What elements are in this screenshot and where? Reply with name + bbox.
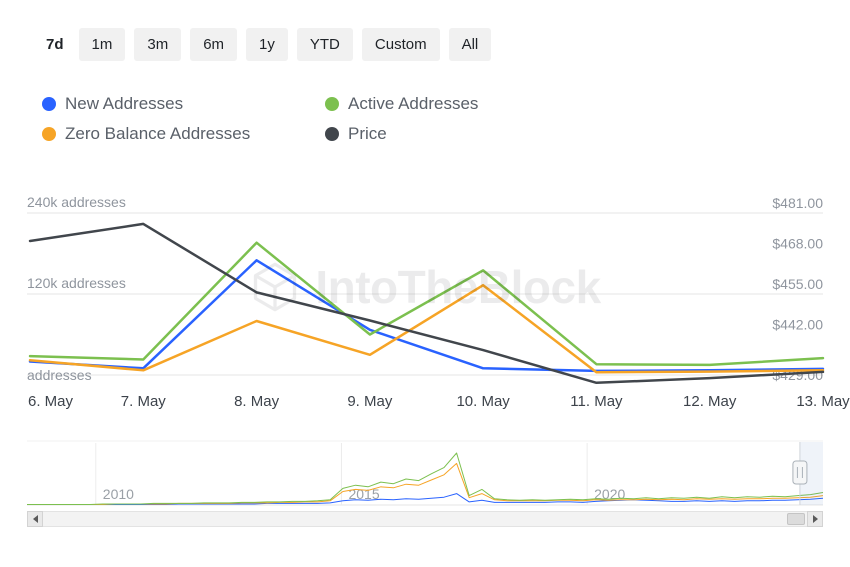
main-chart-svg[interactable]: 240k addresses 120k addresses addresses $48… bbox=[0, 188, 850, 420]
navigator-year-label: 2015 bbox=[348, 486, 379, 502]
scrollbar-thumb[interactable] bbox=[787, 513, 805, 525]
y-axis-label-left: 120k addresses bbox=[27, 275, 126, 291]
range-selector: 7d 1m 3m 6m 1y YTD Custom All bbox=[40, 28, 492, 61]
y-axis-label-right: $468.00 bbox=[772, 236, 823, 252]
scrollbar-right-button[interactable] bbox=[807, 511, 823, 527]
scrollbar-left-button[interactable] bbox=[27, 511, 43, 527]
legend-label: Zero Balance Addresses bbox=[65, 124, 251, 143]
scroll-right-icon bbox=[812, 515, 818, 523]
x-axis-label: 12. May bbox=[683, 393, 737, 410]
legend-label: Active Addresses bbox=[348, 94, 479, 113]
scrollbar bbox=[27, 511, 823, 527]
legend-label: New Addresses bbox=[65, 94, 184, 113]
scrollbar-track[interactable] bbox=[43, 511, 807, 527]
legend-marker-zero-balance-addresses bbox=[42, 127, 56, 141]
range-button-ytd[interactable]: YTD bbox=[296, 28, 353, 61]
y-axis-label-left: 240k addresses bbox=[27, 194, 126, 210]
legend-marker-price bbox=[325, 127, 339, 141]
x-axis-label: 13. May bbox=[796, 393, 850, 410]
legend-item-new-addresses[interactable]: New Addresses bbox=[42, 94, 325, 114]
x-axis-label: 10. May bbox=[456, 393, 510, 410]
x-axis-label: 6. May bbox=[28, 393, 74, 410]
range-button-3m[interactable]: 3m bbox=[134, 28, 182, 61]
x-axis-label: 11. May bbox=[570, 393, 623, 410]
main-chart: 240k addresses 120k addresses addresses $48… bbox=[0, 188, 850, 420]
range-button-1m[interactable]: 1m bbox=[78, 28, 126, 61]
navigator-selected-range[interactable] bbox=[799, 442, 823, 505]
range-button-6m[interactable]: 6m bbox=[190, 28, 238, 61]
legend-marker-active-addresses bbox=[325, 97, 339, 111]
legend-item-zero-balance-addresses[interactable]: Zero Balance Addresses bbox=[42, 124, 325, 144]
navigator-handle[interactable] bbox=[792, 460, 808, 485]
legend-item-active-addresses[interactable]: Active Addresses bbox=[325, 94, 478, 114]
x-axis-label: 9. May bbox=[347, 393, 393, 410]
y-axis-label-right: $442.00 bbox=[772, 317, 823, 333]
x-axis-label: 7. May bbox=[121, 393, 167, 410]
y-axis-label-left: addresses bbox=[27, 367, 92, 383]
navigator-year-label: 2010 bbox=[103, 486, 134, 502]
range-button-7d[interactable]: 7d bbox=[40, 28, 70, 61]
navigator-series-active-addresses bbox=[27, 452, 824, 505]
series-line-zero-balance-addresses[interactable] bbox=[28, 283, 825, 374]
series-line-new-addresses[interactable] bbox=[28, 259, 825, 373]
navigator: 2010 2015 2020 bbox=[0, 440, 850, 510]
range-button-1y[interactable]: 1y bbox=[246, 28, 288, 61]
navigator-svg[interactable]: 2010 2015 2020 bbox=[0, 440, 850, 510]
series-line-price[interactable] bbox=[28, 222, 825, 385]
x-axis-label: 8. May bbox=[234, 393, 280, 410]
legend-item-price[interactable]: Price bbox=[325, 124, 478, 144]
legend-marker-new-addresses bbox=[42, 97, 56, 111]
y-axis-label-right: $481.00 bbox=[772, 195, 823, 211]
range-button-custom[interactable]: Custom bbox=[361, 28, 440, 61]
navigator-series-zero-balance-addresses bbox=[27, 462, 824, 505]
legend-label: Price bbox=[348, 124, 387, 143]
scroll-left-icon bbox=[32, 515, 38, 523]
y-axis-label-right: $455.00 bbox=[772, 276, 823, 292]
range-button-all[interactable]: All bbox=[448, 28, 492, 61]
chart-legend: New Addresses Active Addresses Zero Balanc… bbox=[42, 94, 478, 144]
series-line-active-addresses[interactable] bbox=[28, 241, 825, 367]
